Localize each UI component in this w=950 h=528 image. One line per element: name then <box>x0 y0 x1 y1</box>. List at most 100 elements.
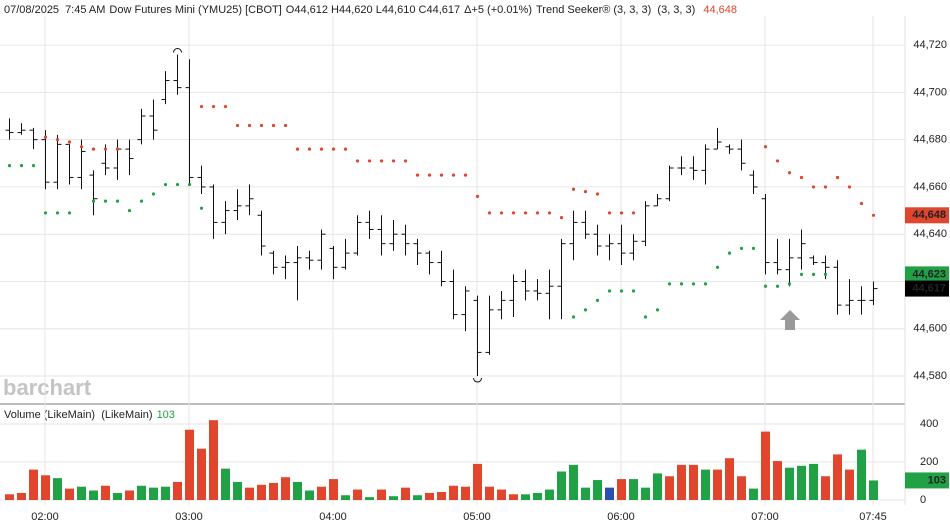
trend-dot <box>547 211 552 215</box>
trend-dot <box>175 182 180 187</box>
trend-dot <box>271 123 276 128</box>
volume-bar <box>677 464 686 500</box>
trend-dot <box>799 175 804 180</box>
trend-dot <box>67 211 72 215</box>
volume-bar <box>77 486 86 500</box>
volume-bar <box>257 484 266 500</box>
trend-dot <box>859 201 864 206</box>
trend-dot <box>355 159 360 163</box>
trend-dot <box>223 104 228 109</box>
trend-dot <box>463 173 468 177</box>
volume-bar <box>725 458 734 500</box>
volume-bar <box>437 492 446 500</box>
trend-dot <box>871 213 876 217</box>
price-badge-label: 44,623 <box>912 268 946 280</box>
trend-dot <box>571 315 576 319</box>
volume-bar <box>281 477 290 500</box>
trend-dot <box>571 187 576 191</box>
y-tick-label: 44,660 <box>913 181 947 193</box>
header-time: 7:45 AM <box>65 4 105 16</box>
volume-bar <box>113 492 122 500</box>
volume-badge <box>905 472 949 489</box>
x-tick-label: 05:00 <box>463 511 491 523</box>
trend-dot <box>595 298 600 302</box>
high-marker <box>173 48 182 53</box>
volume-bar <box>845 469 854 500</box>
header-ohlc: O44,612 H44,620 L44,610 C44,617 <box>286 4 460 16</box>
volume-bar <box>197 448 206 500</box>
y-tick-label: 400 <box>920 418 938 430</box>
x-tick-label: 03:00 <box>175 511 203 523</box>
price-badge-label: 44,648 <box>912 209 946 221</box>
trend-dot <box>187 182 192 187</box>
volume-bar <box>761 431 770 500</box>
trend-dot <box>247 123 252 128</box>
volume-bar <box>473 463 482 500</box>
volume-bar <box>689 464 698 500</box>
signal-arrow <box>780 310 800 330</box>
trend-dot <box>823 185 828 189</box>
trend-dot <box>595 192 600 196</box>
chart-header: 07/08/2025 7:45 AM Dow Futures Mini (YMU25… <box>4 4 737 16</box>
trend-dot <box>343 147 348 151</box>
volume-bar <box>149 487 158 500</box>
trend-dot <box>295 147 300 151</box>
volume-bar <box>461 486 470 500</box>
trend-dot <box>379 159 384 163</box>
trend-dot <box>619 289 624 293</box>
trend-dot <box>631 289 636 293</box>
trend-dot <box>523 211 528 215</box>
trend-dot <box>403 159 408 163</box>
volume-bar <box>17 492 26 500</box>
trend-dot <box>511 211 516 215</box>
volume-bar <box>545 489 554 500</box>
volume-bar <box>101 485 110 500</box>
volume-bar <box>449 485 458 500</box>
volume-bar <box>509 494 518 500</box>
trend-dot <box>283 123 288 128</box>
price-badge <box>905 207 949 224</box>
trend-dot <box>451 173 456 177</box>
trend-dot <box>739 246 744 250</box>
trend-dot <box>79 145 84 149</box>
volume-bar <box>749 488 758 500</box>
volume-bar <box>341 495 350 500</box>
trend-dot <box>415 173 420 177</box>
trend-dot <box>847 185 852 189</box>
trend-dot <box>559 216 564 220</box>
volume-bar <box>569 464 578 500</box>
trend-dot <box>775 284 780 288</box>
volume-bar <box>221 468 230 500</box>
trend-dot <box>667 282 672 286</box>
volume-bar <box>53 478 62 500</box>
trend-dot <box>31 164 36 168</box>
volume-bar <box>401 487 410 500</box>
y-tick-label: 44,580 <box>913 370 947 382</box>
trend-dot <box>811 272 816 276</box>
trend-dot <box>391 159 396 163</box>
trend-dot <box>307 147 312 151</box>
volume-bar <box>557 471 566 500</box>
trend-dot <box>43 135 48 139</box>
trend-dot <box>19 164 24 168</box>
trend-dot <box>643 315 648 319</box>
trend-dot <box>367 159 372 163</box>
volume-bar <box>161 486 170 500</box>
trend-dot <box>619 211 624 215</box>
volume-bar <box>593 480 602 500</box>
header-date: 07/08/2025 <box>4 4 59 16</box>
trend-dot <box>499 211 504 215</box>
volume-bar <box>581 487 590 500</box>
trend-dot <box>139 199 144 203</box>
trend-dot <box>763 145 768 149</box>
volume-bar <box>185 429 194 500</box>
x-tick-label: 06:00 <box>607 511 635 523</box>
trend-dot <box>91 147 96 151</box>
volume-bar <box>797 465 806 500</box>
trend-dot <box>811 185 816 189</box>
trend-dot <box>691 282 696 286</box>
y-tick-label: 44,720 <box>913 39 947 51</box>
watermark: barchart <box>3 375 92 400</box>
trend-dot <box>583 190 588 194</box>
trend-dot <box>763 284 768 288</box>
